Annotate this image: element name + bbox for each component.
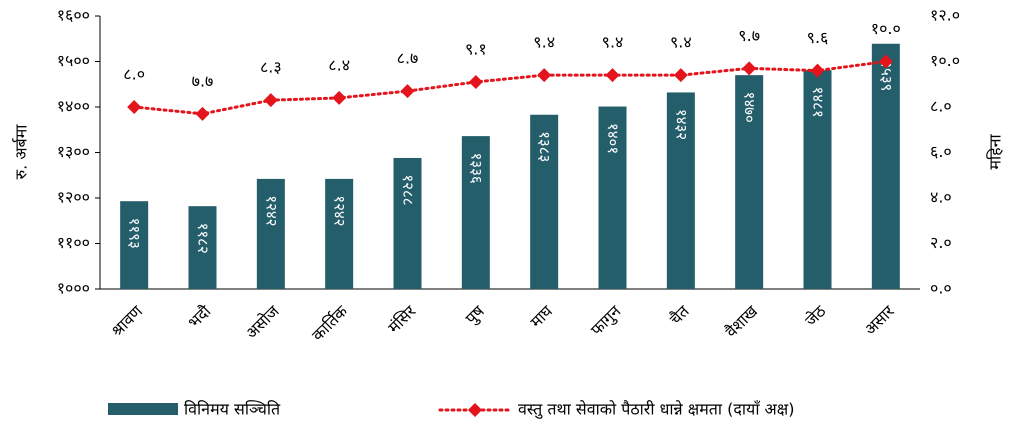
y-tick-label: १२०० [57, 188, 90, 207]
y2-axis-label: महिना [986, 134, 1005, 170]
x-tick-label: चैत [666, 301, 694, 329]
bar-value-label: १२४२ [262, 195, 280, 226]
bar [256, 178, 285, 289]
bar-value-label: ११९३ [126, 218, 144, 249]
y2-tick-label: २.० [930, 233, 952, 252]
line-value-label: ९.६ [807, 28, 829, 47]
line-marker [468, 74, 483, 89]
line-marker [810, 63, 825, 78]
bar [393, 157, 422, 289]
x-tick-label: पुष [461, 301, 489, 329]
line-value-label: ९.१ [465, 39, 487, 58]
line-value-label: ९.४ [602, 33, 624, 52]
y2-tick-label: ६.० [930, 142, 952, 161]
y2-tick-label: ४.० [930, 188, 952, 207]
y-tick-label: १६०० [57, 6, 90, 25]
line-marker [400, 84, 415, 99]
x-tick-label: असार [861, 301, 899, 339]
bar [188, 206, 217, 289]
line-marker [332, 90, 347, 105]
x-tick-label: वैशाख [722, 301, 762, 341]
line-marker [537, 68, 552, 83]
line-value-label: ८.४ [328, 55, 350, 74]
line-value-label: ८.७ [397, 49, 419, 68]
line-value-label: ९.४ [533, 33, 555, 52]
line-marker [742, 61, 757, 76]
y-tick-label: १५०० [57, 51, 90, 70]
line-value-label: ९.७ [738, 26, 760, 45]
bar [803, 70, 832, 290]
x-tick-label: श्रावण [107, 301, 146, 340]
y-tick-label: ११०० [57, 233, 90, 252]
x-tick-label: भदौ [184, 301, 215, 332]
line-value-label: ९.४ [670, 33, 692, 52]
bar [735, 75, 764, 290]
line-marker [605, 68, 620, 83]
bar [461, 136, 490, 289]
legend-label: विनिमय सञ्चिति [184, 400, 281, 419]
x-tick-label: असोज [242, 301, 284, 343]
bar-value-label: १५३९ [877, 60, 895, 91]
x-tick-label: फागुन [587, 301, 626, 340]
line-value-label: ८.० [123, 65, 145, 84]
x-tick-label: मंसिर [384, 301, 420, 337]
y2-tick-label: १०.० [930, 51, 960, 70]
line-value-label: ७.७ [192, 71, 214, 90]
bar [325, 178, 354, 289]
line-marker [127, 100, 142, 114]
legend-label: वस्तु तथा सेवाको पैठारी धान्ने क्षमता (द… [518, 400, 795, 420]
bar-value-label: १४७० [741, 92, 759, 123]
bar [666, 92, 695, 289]
line-value-label: १०.० [871, 19, 901, 38]
line-marker [673, 68, 688, 83]
y-tick-label: १४०० [57, 97, 90, 116]
bar-value-label: १२८८ [399, 174, 417, 205]
bar-value-label: १४३२ [672, 109, 690, 140]
bar [530, 114, 559, 289]
y-tick-label: १००० [57, 279, 90, 298]
y2-tick-label: १२.० [930, 6, 960, 25]
bar [120, 201, 149, 289]
bar [871, 43, 900, 289]
y2-tick-label: ०.० [930, 279, 952, 298]
line-value-label: ८.३ [260, 58, 282, 77]
bar-value-label: ११८२ [194, 223, 212, 254]
line [132, 60, 888, 116]
line-marker [878, 54, 893, 69]
y-tick-label: १३०० [57, 142, 90, 161]
bar-value-label: १४०१ [604, 123, 622, 154]
legend-marker [468, 403, 482, 417]
bar-value-label: १४८१ [809, 87, 827, 118]
x-tick-label: कार्तिक [308, 301, 352, 345]
bar-value-label: १३८३ [536, 131, 554, 162]
line-marker [195, 106, 210, 121]
x-tick-label: माघ [526, 301, 556, 331]
bar [598, 106, 627, 289]
legend-swatch [108, 403, 178, 415]
x-tick-label: जेठ [801, 301, 830, 330]
line-marker [263, 93, 278, 108]
y-axis-label: रु. अर्बमा [12, 124, 31, 180]
bar-value-label: १२४२ [331, 195, 349, 226]
bar-value-label: १३३६ [467, 153, 485, 184]
y2-tick-label: ८.० [930, 97, 952, 116]
